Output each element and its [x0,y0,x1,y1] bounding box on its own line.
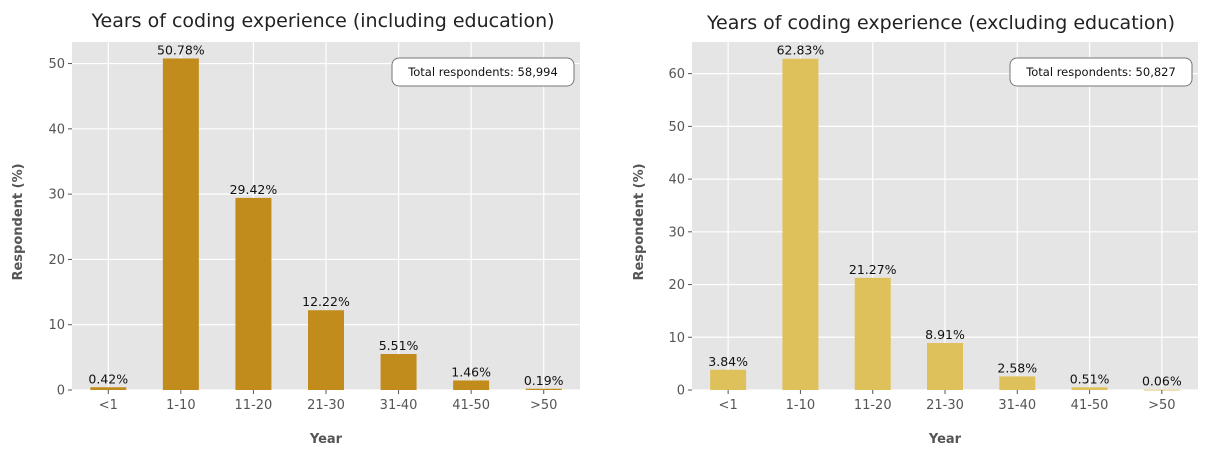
bar [927,343,963,390]
y-tick-label: 0 [677,384,685,399]
y-tick-label: 20 [668,278,685,293]
bar [453,380,490,390]
bar [90,387,127,390]
bar [525,388,562,390]
chart-title: Years of coding experience (including ed… [90,10,554,32]
x-tick-label: 1-10 [166,398,196,413]
y-tick-label: 30 [668,225,685,240]
bar-value-label: 3.84% [708,354,748,369]
bar-value-label: 12.22% [302,294,350,309]
bar [999,376,1036,390]
bar-value-label: 1.46% [451,364,491,379]
x-tick-label: 31-40 [998,398,1036,413]
bar-value-label: 0.42% [88,371,128,386]
y-tick-label: 50 [48,57,65,72]
bar-value-label: 5.51% [379,338,419,353]
plot-area: 0 10 20 30 40 50 0.42% <1 50.78% 1-10 29.42% 11-20 1… [48,42,580,413]
x-axis-label: Year [309,432,343,447]
y-tick-label: 50 [668,120,685,135]
x-tick-label: 21-30 [926,398,964,413]
x-axis-label: Year [928,432,962,447]
bar-value-label: 0.06% [1142,374,1182,389]
y-axis-label: Respondent (%) [632,163,647,280]
x-tick-label: 1-10 [786,398,816,413]
bar-value-label: 21.27% [849,262,897,277]
plot-area: 0 10 20 30 40 50 60 3.84% <1 62.83% 1-10 21.27% 11-2… [668,42,1198,413]
bar [162,58,199,391]
x-tick-label: <1 [99,398,118,413]
x-tick-label: 11-20 [235,398,273,413]
bar-value-label: 8.91% [925,327,965,342]
y-axis-label: Respondent (%) [11,163,26,280]
x-tick-label: 41-50 [1071,398,1109,413]
bar [1071,387,1108,390]
y-tick-label: 30 [48,188,65,203]
x-tick-label: >50 [1148,398,1175,413]
y-tick-label: 10 [668,331,685,346]
bar-value-label: 0.19% [524,373,564,388]
y-tick-label: 40 [48,122,65,137]
bar-value-label: 50.78% [157,42,205,57]
x-tick-label: 31-40 [380,398,418,413]
y-tick-label: 60 [668,67,685,82]
annotation-box [1009,57,1193,87]
y-tick-label: 40 [668,173,685,188]
y-tick-label: 0 [57,384,65,399]
x-tick-label: 41-50 [452,398,490,413]
x-tick-label: 11-20 [854,398,892,413]
bar [782,58,819,391]
x-tick-label: 21-30 [307,398,345,413]
bar [710,369,747,390]
y-tick-label: 10 [48,318,65,333]
y-tick-label: 20 [48,253,65,268]
x-tick-label: <1 [719,398,738,413]
bar [380,354,417,390]
chart-title: Years of coding experience (excluding ed… [706,12,1175,34]
total-respondents-label: Total respondents: 58,994 [407,65,558,79]
bar-value-label: 29.42% [230,182,278,197]
x-tick-label: >50 [530,398,557,413]
bar [308,310,344,390]
bar [854,277,891,390]
bar [235,197,272,390]
total-respondents-label: Total respondents: 50,827 [1025,65,1176,79]
bar-value-label: 0.51% [1070,371,1110,386]
annotation-box [391,57,575,87]
bar-value-label: 2.58% [997,360,1037,375]
bar-value-label: 62.83% [777,43,825,58]
